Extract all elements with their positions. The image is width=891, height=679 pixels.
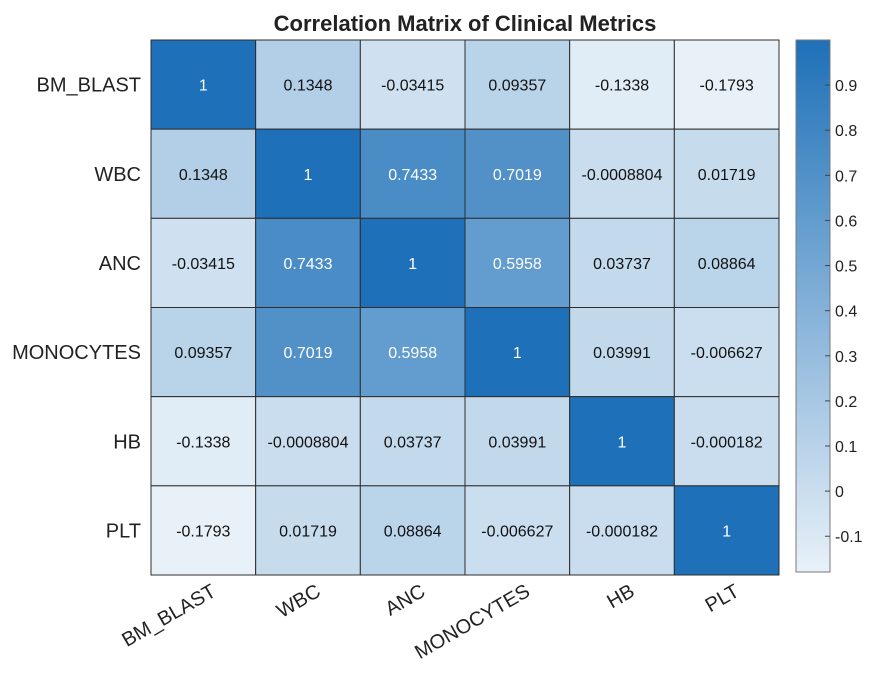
heatmap-cell-wbc-wbc: [255, 128, 361, 219]
cell-value-label: 0.01719: [279, 523, 337, 540]
colorbar-tick-label: 0.8: [835, 123, 857, 140]
heatmap-cells: 1 0.1348 -0.03415 0.09357 -0.1338 -0.1793 0.13…: [150, 39, 780, 576]
column-label-bm-blast: BM_BLAST: [118, 580, 219, 651]
column-label-wbc: WBC: [273, 580, 324, 622]
heatmap-cell-anc-anc: [359, 217, 466, 308]
heatmap-cell-monocytes-anc: [359, 307, 466, 398]
heatmap-cell-hb-monocytes: [464, 396, 571, 487]
cell-value-label: 0.03991: [593, 345, 651, 362]
row-label-plt: PLT: [106, 520, 141, 542]
heatmap-cell-monocytes-plt: [673, 307, 780, 398]
cell-value-label: -0.000182: [691, 434, 763, 451]
cell-value-label: 0.7019: [284, 345, 333, 362]
heatmap-cell-anc-bm-blast: [150, 217, 257, 308]
heatmap-cell-monocytes-monocytes: [464, 307, 571, 398]
heatmap-cell-wbc-plt: [673, 128, 780, 219]
cell-value-label: 1: [722, 523, 731, 540]
cell-value-label: 1: [618, 434, 627, 451]
row-label-hb: HB: [113, 431, 141, 453]
cell-value-label: -0.1338: [595, 78, 649, 95]
heatmap-cell-hb-plt: [673, 396, 780, 487]
cell-value-label: 1: [304, 167, 313, 184]
cell-value-label: -0.0008804: [268, 434, 349, 451]
colorbar-tick-label: 0.2: [835, 394, 857, 411]
cell-value-label: -0.03415: [172, 256, 235, 273]
colorbar: -0.1 0 0.1 0.2 0.3 0.4 0.5 0.6 0.7 0.8 0.9: [795, 39, 863, 573]
cell-value-label: -0.03415: [381, 78, 444, 95]
cell-value-label: 0.01719: [698, 167, 756, 184]
cell-value-label: 0.7019: [493, 167, 542, 184]
colorbar-tick-label: 0: [835, 484, 844, 501]
heatmap-cell-bm-blast-anc: [359, 39, 466, 130]
cell-value-label: 0.03737: [384, 434, 442, 451]
colorbar-tick-label: -0.1: [835, 529, 863, 546]
cell-value-label: 0.09357: [488, 78, 546, 95]
heatmap-cell-anc-wbc: [255, 217, 361, 308]
cell-value-label: 0.1348: [179, 167, 228, 184]
row-labels: BM_BLAST WBC ANC MONOCYTES HB PLT: [12, 75, 141, 543]
cell-value-label: 0.1348: [284, 78, 333, 95]
cell-value-label: 1: [513, 345, 522, 362]
heatmap-cell-plt-monocytes: [464, 485, 571, 576]
heatmap-cell-hb-hb: [569, 396, 675, 487]
heatmap-cell-bm-blast-wbc: [255, 39, 361, 130]
heatmap-cell-anc-monocytes: [464, 217, 571, 308]
column-label-hb: HB: [603, 580, 638, 613]
heatmap-cell-hb-anc: [359, 396, 466, 487]
cell-value-label: 1: [199, 78, 208, 95]
cell-value-label: -0.1338: [176, 434, 230, 451]
column-label-plt: PLT: [702, 580, 743, 617]
colorbar-tick-label: 0.9: [835, 78, 857, 95]
heatmap-cell-bm-blast-hb: [569, 39, 675, 130]
colorbar-tick-label: 0.5: [835, 259, 857, 276]
cell-value-label: 0.03737: [593, 256, 651, 273]
colorbar-tick-label: 0.6: [835, 213, 857, 230]
cell-value-label: 0.08864: [698, 256, 756, 273]
column-label-anc: ANC: [382, 580, 430, 620]
heatmap-cell-monocytes-wbc: [255, 307, 361, 398]
heatmap-cell-plt-plt: [673, 485, 780, 576]
heatmap-cell-plt-hb: [569, 485, 675, 576]
heatmap-cell-bm-blast-bm-blast: [150, 39, 257, 130]
row-label-monocytes: MONOCYTES: [12, 342, 141, 364]
heatmap-cell-bm-blast-plt: [673, 39, 780, 130]
cell-value-label: -0.006627: [481, 523, 553, 540]
cell-value-label: 0.7433: [388, 167, 437, 184]
cell-value-label: 0.7433: [284, 256, 333, 273]
cell-value-label: -0.0008804: [582, 167, 663, 184]
heatmap-cell-anc-hb: [569, 217, 675, 308]
heatmap-cell-hb-bm-blast: [150, 396, 257, 487]
row-label-wbc: WBC: [94, 164, 141, 186]
row-label-anc: ANC: [99, 253, 141, 275]
cell-value-label: -0.1793: [700, 78, 754, 95]
cell-value-label: -0.006627: [691, 345, 763, 362]
cell-value-label: 0.08864: [384, 523, 442, 540]
cell-value-label: 1: [408, 256, 417, 273]
colorbar-tick-label: 0.3: [835, 349, 857, 366]
heatmap-cell-monocytes-bm-blast: [150, 307, 257, 398]
column-label-monocytes: MONOCYTES: [411, 580, 534, 664]
cell-value-label: 0.5958: [493, 256, 542, 273]
colorbar-tick-label: 0.7: [835, 168, 857, 185]
colorbar-tick-label: 0.4: [835, 304, 857, 321]
heatmap-cell-anc-plt: [673, 217, 780, 308]
heatmap-cell-plt-bm-blast: [150, 485, 257, 576]
cell-value-label: 0.03991: [488, 434, 546, 451]
cell-value-label: 0.09357: [174, 345, 232, 362]
heatmap-cell-bm-blast-monocytes: [464, 39, 571, 130]
cell-value-label: -0.000182: [586, 523, 658, 540]
cell-value-label: -0.1793: [176, 523, 230, 540]
heatmap-cell-monocytes-hb: [569, 307, 675, 398]
colorbar-gradient: [795, 39, 831, 573]
colorbar-tick-label: 0.1: [835, 439, 857, 456]
row-label-bm-blast: BM_BLAST: [37, 75, 141, 97]
chart-title: Correlation Matrix of Clinical Metrics: [274, 11, 657, 36]
heatmap-cell-wbc-monocytes: [464, 128, 571, 219]
cell-value-label: 0.5958: [388, 345, 437, 362]
